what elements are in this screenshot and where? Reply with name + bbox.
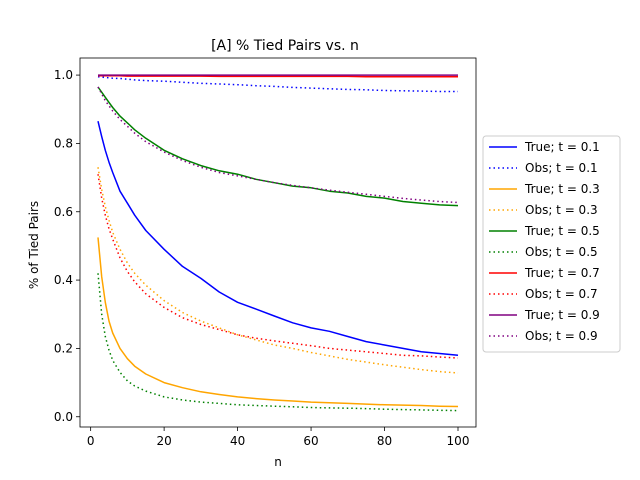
- legend-entry: True; t = 0.9: [524, 308, 600, 322]
- x-axis-ticks: 0 20 40 60 80 100: [87, 427, 470, 448]
- y-axis-ticks: 0.0 0.2 0.4 0.6 0.8 1.0: [54, 68, 80, 424]
- series-line-0: [97, 121, 459, 357]
- x-tick-label: 100: [447, 434, 470, 448]
- series-line-6: [98, 75, 458, 78]
- series-line-2: [97, 237, 459, 408]
- y-tick-label: 1.0: [54, 68, 73, 82]
- x-axis-label: n: [274, 455, 282, 469]
- x-tick-label: 40: [230, 434, 245, 448]
- y-tick-label: 0.8: [54, 136, 73, 150]
- chart-title: [A] % Tied Pairs vs. n: [211, 38, 359, 54]
- series-line-5: [97, 273, 459, 412]
- y-axis-label: % of Tied Pairs: [27, 201, 41, 289]
- x-tick-label: 20: [156, 434, 171, 448]
- series-line-7: [97, 174, 459, 359]
- legend-entry: Obs; t = 0.5: [525, 245, 598, 259]
- legend-entry: Obs; t = 0.9: [525, 329, 598, 343]
- x-tick-label: 80: [377, 434, 392, 448]
- series-line-1: [97, 76, 458, 93]
- legend-box: [482, 135, 621, 353]
- plot-area: [79, 57, 477, 428]
- legend-entry: Obs; t = 0.7: [525, 287, 598, 301]
- series-line-3: [97, 167, 459, 374]
- series-line-4: [97, 86, 459, 207]
- y-tick-label: 0.2: [54, 341, 73, 355]
- y-tick-label: 0.4: [54, 273, 73, 287]
- y-tick-label: 0.6: [54, 205, 73, 219]
- legend-entry: True; t = 0.7: [524, 266, 600, 280]
- legend-entry: Obs; t = 0.3: [525, 203, 598, 217]
- x-tick-label: 0: [87, 434, 95, 448]
- legend-entry: Obs; t = 0.1: [525, 161, 598, 175]
- legend-entry: True; t = 0.5: [524, 224, 600, 238]
- legend-entry: True; t = 0.3: [524, 182, 600, 196]
- legend: True; t = 0.1 Obs; t = 0.1 True; t = 0.3 Ob…: [482, 135, 621, 353]
- axes-frame: [79, 57, 477, 428]
- series-line-9: [97, 86, 459, 204]
- x-tick-label: 60: [303, 434, 318, 448]
- legend-entry: True; t = 0.1: [524, 140, 600, 154]
- y-tick-label: 0.0: [54, 410, 73, 424]
